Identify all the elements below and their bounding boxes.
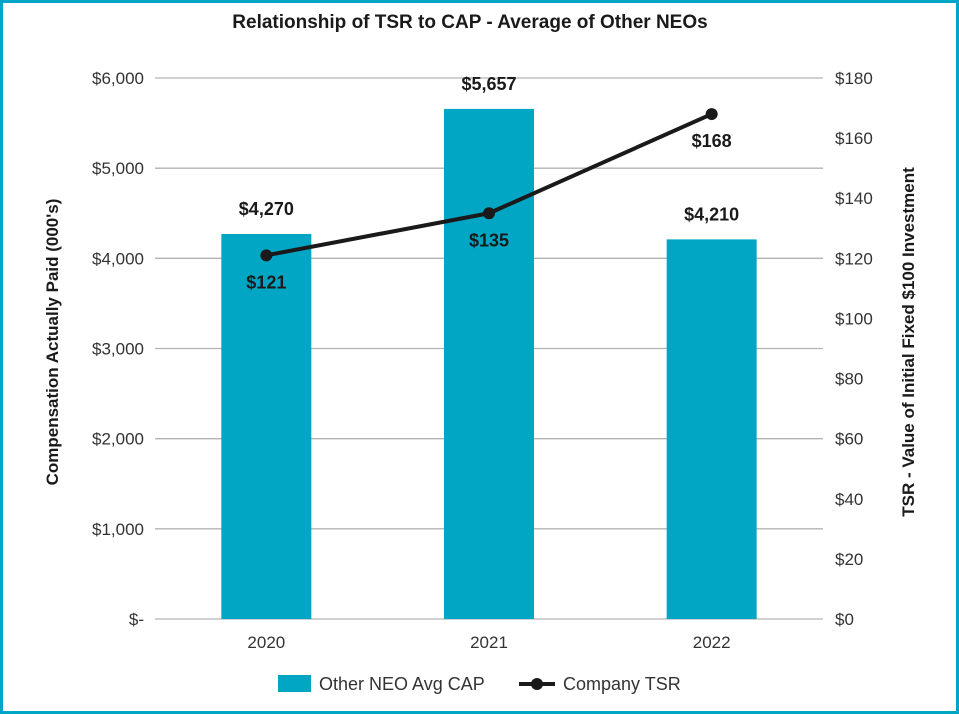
bar-data-label: $5,657 xyxy=(461,74,516,94)
bar-data-label: $4,210 xyxy=(684,204,739,224)
y-left-tick-label: $- xyxy=(129,610,144,629)
tsr-data-label: $135 xyxy=(469,230,509,250)
y-axis-left-title: Compensation Actually Paid (000's) xyxy=(43,199,62,486)
legend-bar-label: Other NEO Avg CAP xyxy=(319,674,485,694)
y-left-tick-label: $1,000 xyxy=(92,520,144,539)
y-right-tick-label: $20 xyxy=(835,550,863,569)
data-labels: $4,270 $5,657 $4,210 $121 $135 $168 xyxy=(239,74,739,292)
y-right-tick-label: $160 xyxy=(835,129,873,148)
y-left-tick-label: $4,000 xyxy=(92,249,144,268)
bar-data-label: $4,270 xyxy=(239,199,294,219)
legend-line-label: Company TSR xyxy=(563,674,681,694)
y-right-tick-label: $180 xyxy=(835,69,873,88)
bars xyxy=(221,108,757,620)
bar-2020 xyxy=(221,233,312,619)
y-right-tick-label: $80 xyxy=(835,370,863,389)
y-left-tick-label: $3,000 xyxy=(92,340,144,359)
x-tick-label: 2022 xyxy=(693,633,731,652)
y-right-tick-label: $60 xyxy=(835,430,863,449)
y-right-tick-label: $100 xyxy=(835,309,873,328)
y-right-tick-label: $0 xyxy=(835,610,854,629)
bar-2022 xyxy=(666,239,757,620)
tsr-data-label: $121 xyxy=(246,272,286,292)
tsr-point-2021 xyxy=(483,207,495,220)
legend: Other NEO Avg CAP Company TSR xyxy=(278,674,681,694)
y-right-tick-label: $140 xyxy=(835,189,873,208)
tsr-point-2022 xyxy=(705,108,718,121)
y-right-tick-label: $40 xyxy=(835,490,863,509)
y-left-tick-label: $5,000 xyxy=(92,159,144,178)
y-left-tick-label: $2,000 xyxy=(92,430,144,449)
legend-line-marker xyxy=(531,678,543,690)
tick-labels: $- $1,000 $2,000 $3,000 $4,000 $5,000 $6,000 $0… xyxy=(92,69,873,652)
y-axis-right-title: TSR - Value of Initial Fixed $100 Invest… xyxy=(899,167,918,517)
tsr-line xyxy=(260,108,718,262)
chart-title: Relationship of TSR to CAP - Average of … xyxy=(232,12,707,33)
tsr-point-2020 xyxy=(260,249,273,262)
legend-bar-swatch xyxy=(278,675,311,692)
x-tick-label: 2021 xyxy=(470,633,508,652)
x-tick-label: 2020 xyxy=(247,633,285,652)
tsr-data-label: $168 xyxy=(692,131,732,151)
bar-2021 xyxy=(444,108,534,619)
y-left-tick-label: $6,000 xyxy=(92,69,144,88)
y-right-tick-label: $120 xyxy=(835,249,873,268)
